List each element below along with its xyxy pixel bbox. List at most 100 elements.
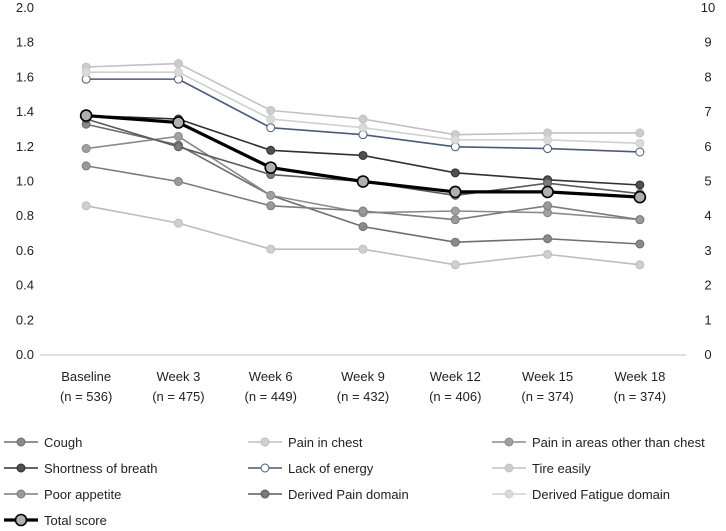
series-pain-in-chest [81, 201, 645, 270]
legend-swatch-marker [504, 489, 514, 499]
y2-tick-label: 1 [704, 312, 711, 327]
data-point-poor-appetite [450, 215, 460, 225]
data-point-poor-appetite [81, 161, 91, 171]
x-tick-label: Week 12 [430, 369, 481, 384]
legend-item-derived-fatigue-domain: Derived Fatigue domain [492, 487, 670, 502]
x-axis-tick-labels: Baseline (n = 536) Week 3 (n = 475) Week 6 (n… [60, 369, 666, 404]
data-point-derived-fatigue-domain [635, 138, 645, 148]
y-tick-label: 0.4 [16, 278, 34, 293]
data-point-total-score [633, 190, 647, 204]
legend-label: Poor appetite [44, 487, 121, 502]
data-point-pain-in-areas-other-than-chest [450, 206, 460, 216]
data-point-shortness-of-breath [358, 150, 368, 160]
data-point-poor-appetite [635, 215, 645, 225]
legend-item-tire-easily: Tire easily [492, 461, 591, 476]
x-tick-sublabel: (n = 449) [245, 389, 297, 404]
x-tick-label: Week 15 [522, 369, 573, 384]
legend-item-cough: Cough [4, 435, 82, 450]
x-tick-label: Baseline [61, 369, 111, 384]
data-point-pain-in-chest [266, 244, 276, 254]
y2-tick-label: 9 [704, 35, 711, 50]
data-point-derived-fatigue-domain [450, 135, 460, 145]
data-point-tire-easily [266, 105, 276, 115]
data-point-tire-easily [173, 59, 183, 69]
data-point-pain-in-chest [635, 260, 645, 270]
series-total-score [79, 109, 647, 204]
data-point-cough [450, 237, 460, 247]
x-tick-label: Week 6 [249, 369, 293, 384]
legend-swatch-marker [504, 463, 514, 473]
x-tick-label: Week 18 [614, 369, 665, 384]
y-tick-label: 0.8 [16, 208, 34, 223]
data-point-derived-fatigue-domain [358, 123, 368, 133]
y-tick-label: 1.8 [16, 35, 34, 50]
data-point-pain-in-chest [450, 260, 460, 270]
y-tick-label: 2.0 [16, 0, 34, 15]
data-point-lack-of-energy [635, 147, 645, 157]
data-point-derived-fatigue-domain [543, 135, 553, 145]
legend-swatch-marker [260, 437, 270, 447]
data-point-shortness-of-breath [635, 180, 645, 190]
left-y-axis-ticks: 0.0 0.2 0.4 0.6 0.8 1.0 1.2 1.4 1.6 1.8 2.0 [16, 0, 34, 362]
y2-tick-label: 5 [704, 174, 711, 189]
legend-item-total-score: Total score [4, 513, 107, 528]
legend-item-shortness-of-breath: Shortness of breath [4, 461, 157, 476]
legend-item-lack-of-energy: Lack of energy [248, 461, 374, 476]
data-point-poor-appetite [266, 201, 276, 211]
legend-label: Total score [44, 513, 107, 528]
legend-label: Derived Pain domain [288, 487, 409, 502]
data-point-derived-fatigue-domain [81, 67, 91, 77]
y2-tick-label: 6 [704, 139, 711, 154]
legend-swatch-marker [260, 489, 270, 499]
legend-label: Pain in areas other than chest [532, 435, 705, 450]
legend-label: Tire easily [532, 461, 591, 476]
chart-legend: Cough Pain in chest Pain in areas other th… [4, 435, 705, 528]
x-tick-sublabel: (n = 374) [614, 389, 666, 404]
data-point-shortness-of-breath [450, 168, 460, 178]
data-point-total-score [172, 116, 185, 129]
legend-label: Shortness of breath [44, 461, 157, 476]
data-point-cough [358, 222, 368, 232]
legend-swatch-marker [260, 463, 270, 473]
data-point-poor-appetite [358, 206, 368, 216]
data-point-cough [543, 234, 553, 244]
series-poor-appetite [81, 161, 645, 225]
y-tick-label: 0.0 [16, 347, 34, 362]
data-point-lack-of-energy [543, 144, 553, 154]
legend-label: Derived Fatigue domain [532, 487, 670, 502]
data-point-pain-in-areas-other-than-chest [81, 144, 91, 154]
x-tick-sublabel: (n = 374) [521, 389, 573, 404]
y-tick-label: 0.6 [16, 243, 34, 258]
legend-swatch-marker [16, 489, 26, 499]
legend-item-pain-in-chest: Pain in chest [248, 435, 363, 450]
data-point-total-score [541, 185, 554, 199]
data-point-derived-fatigue-domain [266, 114, 276, 124]
legend-label: Pain in chest [288, 435, 363, 450]
y2-tick-label: 0 [704, 347, 711, 362]
data-point-total-score [79, 109, 93, 122]
y2-tick-label: 7 [704, 104, 711, 119]
data-point-cough [635, 239, 645, 249]
y2-tick-label: 2 [704, 278, 711, 293]
data-point-derived-pain-domain [173, 142, 183, 152]
legend-label: Cough [44, 435, 82, 450]
data-point-pain-in-chest [358, 244, 368, 254]
data-point-lack-of-energy [266, 123, 276, 133]
y-tick-label: 1.6 [16, 69, 34, 84]
x-tick-sublabel: (n = 406) [429, 389, 481, 404]
data-point-pain-in-areas-other-than-chest [266, 190, 276, 200]
data-point-total-score [448, 185, 462, 199]
x-tick-sublabel: (n = 475) [152, 389, 204, 404]
y2-tick-label: 4 [704, 208, 711, 223]
data-point-poor-appetite [543, 201, 553, 211]
data-point-total-score [356, 175, 370, 188]
x-tick-label: Week 3 [157, 369, 201, 384]
x-tick-label: Week 9 [341, 369, 385, 384]
legend-item-derived-pain-domain: Derived Pain domain [248, 487, 409, 502]
x-tick-sublabel: (n = 536) [60, 389, 112, 404]
y-tick-label: 1.4 [16, 104, 34, 119]
y-tick-label: 1.2 [16, 139, 34, 154]
y-tick-label: 0.2 [16, 312, 34, 327]
data-point-tire-easily [635, 128, 645, 138]
